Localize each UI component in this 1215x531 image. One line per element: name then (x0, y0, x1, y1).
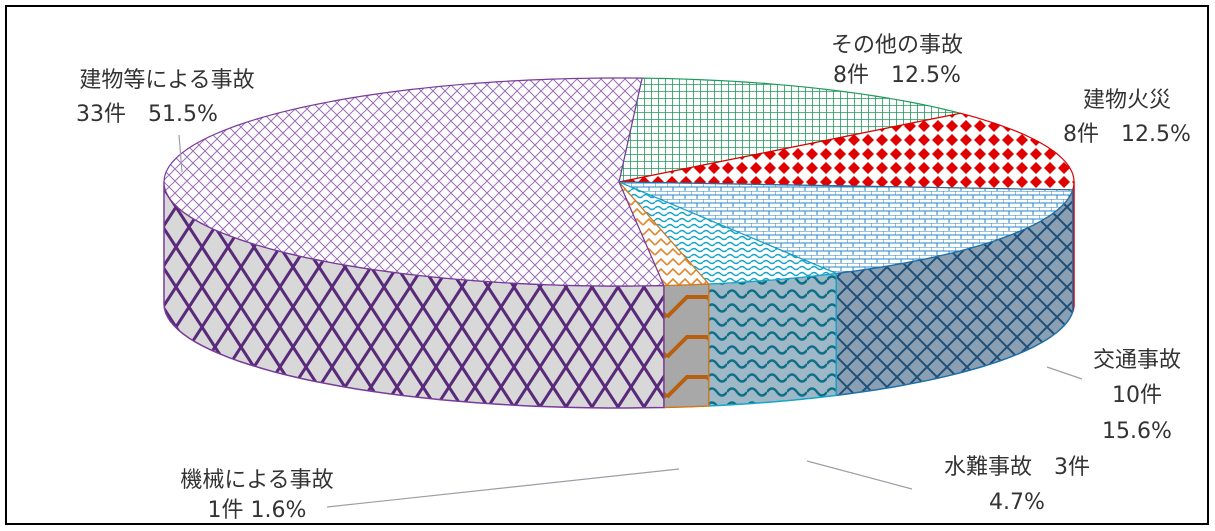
label-machine-name: 機械による事故 (180, 468, 333, 493)
label-water-value: 4.7% (989, 490, 1045, 515)
pie-slice-2 (618, 181, 1074, 275)
pie-sides (163, 181, 1075, 409)
leader-line-3 (178, 134, 183, 173)
pie-slice-3 (618, 181, 839, 285)
leader-line-2 (326, 468, 680, 508)
leader-lines (178, 134, 1083, 508)
label-machine-value: 1件 1.6% (208, 498, 307, 523)
label-fire-name: 建物火災 (1083, 88, 1171, 113)
leader-line-0 (1046, 366, 1083, 380)
label-building-name: 建物等による事故 (79, 68, 254, 93)
pie-slice-4 (618, 181, 710, 287)
pie-slices (163, 77, 1075, 287)
pie-slice-1 (618, 112, 1075, 191)
label-traffic-percent: 15.6% (1102, 419, 1172, 444)
chart-frame: その他の事故 8件 12.5% 建物火災 8件 12.5% 交通事故 10件 1… (5, 5, 1209, 525)
label-water-name: 水難事故 3件 (944, 455, 1090, 480)
label-traffic-count: 10件 (1112, 383, 1162, 408)
label-building-value: 33件 51.5% (76, 102, 218, 127)
label-other-name: その他の事故 (831, 33, 963, 58)
pie-chart-3d: その他の事故 8件 12.5% 建物火災 8件 12.5% 交通事故 10件 1… (76, 33, 1191, 523)
pie-slice-0 (618, 77, 961, 183)
label-traffic-name: 交通事故 (1093, 348, 1181, 373)
label-fire-value: 8件 12.5% (1063, 122, 1191, 147)
leader-line-1 (806, 460, 913, 490)
label-other-value: 8件 12.5% (833, 63, 961, 88)
pie-slice-5 (163, 77, 665, 287)
pie-side-4 (663, 283, 710, 409)
pie-side-3 (707, 272, 837, 407)
